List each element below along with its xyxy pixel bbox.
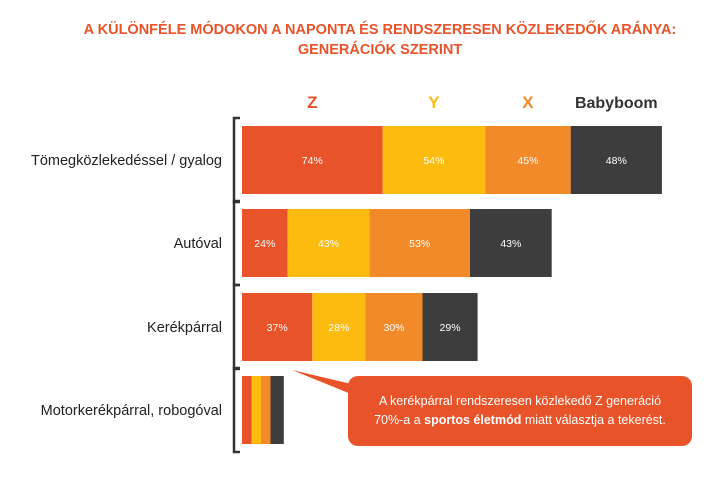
bar-tomegkozlekedessel-gyalog-y xyxy=(382,126,486,194)
category-label-motorkerekparral-robogoval: Motorkerékpárral, robogóval xyxy=(41,403,222,419)
bar-kerekparral-y xyxy=(312,293,366,361)
legend-label-y: Y xyxy=(428,93,440,112)
bar-autoval-y xyxy=(287,209,370,277)
bar-motorkerekparral-robogoval-x xyxy=(261,376,271,444)
data-label-kerekparral-z: 37% xyxy=(267,322,288,334)
data-label-kerekparral-y: 28% xyxy=(328,322,349,334)
bar-kerekparral-babyboom xyxy=(422,293,478,361)
bar-motorkerekparral-robogoval-y xyxy=(251,376,261,444)
data-label-tomegkozlekedessel-gyalog-y: 54% xyxy=(423,155,444,167)
bar-tomegkozlekedessel-gyalog-babyboom xyxy=(570,126,662,194)
callout-emphasis: sportos életmód xyxy=(424,413,522,427)
bar-autoval-x xyxy=(369,209,470,277)
row-bracket-autoval xyxy=(232,199,240,287)
data-label-autoval-babyboom: 43% xyxy=(500,238,521,250)
data-label-autoval-y: 43% xyxy=(318,238,339,250)
category-label-autoval: Autóval xyxy=(174,236,222,252)
bar-motorkerekparral-robogoval-z xyxy=(242,376,252,444)
data-label-kerekparral-x: 30% xyxy=(383,322,404,334)
bar-kerekparral-x xyxy=(365,293,423,361)
row-bracket-tomegkozlekedessel-gyalog xyxy=(232,116,240,204)
data-label-tomegkozlekedessel-gyalog-babyboom: 48% xyxy=(606,155,627,167)
callout-line-2-start: 70%-a a xyxy=(374,413,425,427)
legend-label-x: X xyxy=(522,93,534,112)
data-label-autoval-z: 24% xyxy=(254,238,275,250)
chart-title-line-1: A KÜLÖNFÉLE MÓDOKON A NAPONTA ÉS RENDSZE… xyxy=(83,22,677,38)
data-label-autoval-x: 53% xyxy=(409,238,430,250)
chart-title-line-2: GENERÁCIÓK SZERINT xyxy=(297,42,463,58)
bar-tomegkozlekedessel-gyalog-z xyxy=(242,126,383,194)
legend-label-babyboom: Babyboom xyxy=(575,95,658,112)
data-label-kerekparral-babyboom: 29% xyxy=(440,322,461,334)
bar-kerekparral-z xyxy=(242,293,313,361)
row-bracket-kerekparral xyxy=(232,283,240,371)
category-label-tomegkozlekedessel-gyalog: Tömegközlekedéssel / gyalog xyxy=(31,153,222,169)
bar-autoval-z xyxy=(242,209,288,277)
callout-line-2-end: miatt választja a tekerést. xyxy=(521,413,666,427)
callout-box: A kerékpárral rendszeresen közlekedő Z g… xyxy=(348,376,692,446)
data-label-tomegkozlekedessel-gyalog-z: 74% xyxy=(302,155,323,167)
data-label-tomegkozlekedessel-gyalog-x: 45% xyxy=(517,155,538,167)
row-bracket-motorkerekparral-robogoval xyxy=(232,366,240,454)
category-label-kerekparral: Kerékpárral xyxy=(147,320,222,336)
legend-label-z: Z xyxy=(307,93,317,112)
bar-motorkerekparral-robogoval-babyboom xyxy=(270,376,284,444)
bar-tomegkozlekedessel-gyalog-x xyxy=(485,126,571,194)
callout-line-1: A kerékpárral rendszeresen közlekedő Z g… xyxy=(378,394,662,408)
bar-autoval-babyboom xyxy=(470,209,552,277)
callout-line-2: 70%-a a sportos életmód miatt választja … xyxy=(348,411,692,430)
chart-title: A KÜLÖNFÉLE MÓDOKON A NAPONTA ÉS RENDSZE… xyxy=(60,20,700,60)
